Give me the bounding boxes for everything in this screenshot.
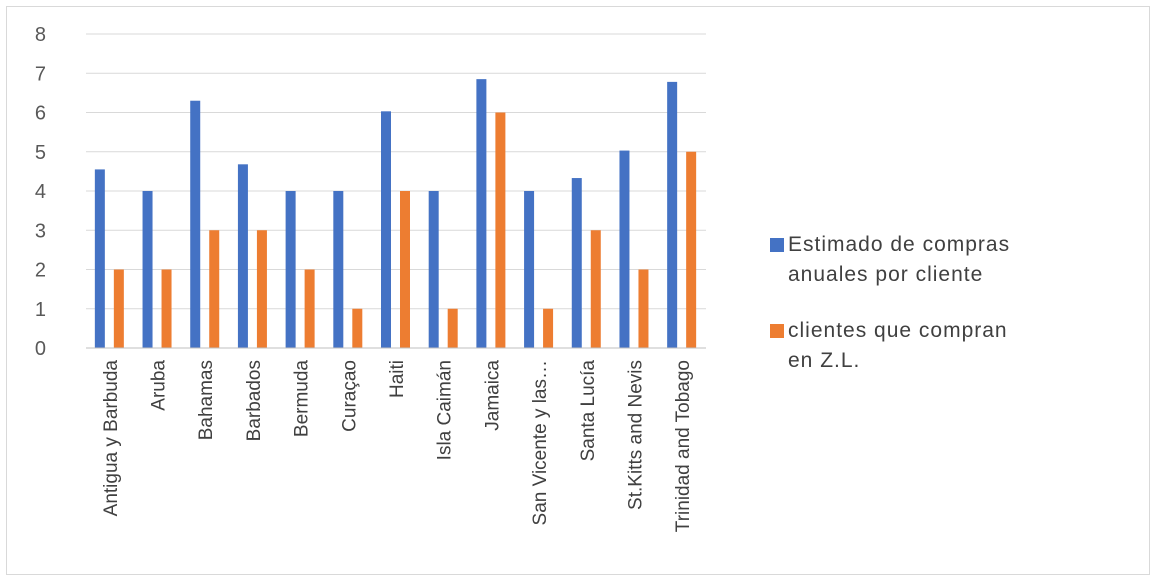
bar-clientes [113,269,124,348]
bar-clientes [400,191,410,348]
x-tick-label: Bermuda [292,360,313,438]
bar-clientes [209,230,220,348]
legend-item-estimado: Estimado de compras anuales por cliente [770,230,1130,290]
bar-estimado [190,100,201,348]
bar-clientes [352,308,363,348]
y-tick-label: 0 [35,338,46,360]
bar-clientes [638,269,649,348]
bar-estimado [381,111,391,348]
bar-estimado [428,191,439,348]
bar-estimado [285,191,296,348]
bar-estimado [524,191,535,348]
y-tick-label: 4 [35,181,46,203]
bar-estimado [571,178,582,348]
bar-clientes [304,269,315,348]
x-tick-label: San Vicente y las… [530,360,551,525]
x-tick-label: Jamaica [482,360,503,431]
legend-swatch-blue [770,238,784,252]
x-tick-label: Barbados [244,360,265,441]
bar-clientes [495,112,506,348]
bar-estimado [142,191,153,348]
x-tick-label: Antigua y Barbuda [101,360,122,517]
bar-estimado [237,164,248,348]
y-tick-label: 1 [35,299,46,321]
y-tick-label: 8 [35,24,46,46]
x-tick-label: Haiti [387,360,408,398]
legend-label-estimado: Estimado de compras anuales por cliente [788,233,1011,286]
x-tick-label: Curaçao [339,360,360,432]
y-tick-label: 6 [35,103,46,125]
chart-legend: Estimado de compras anuales por cliente c… [770,230,1130,402]
legend-item-clientes: clientes que compran en Z.L. [770,316,1130,376]
bar-clientes [256,230,267,348]
x-tick-label: Aruba [149,360,170,411]
bar-estimado [619,150,630,348]
y-tick-label: 2 [35,260,46,282]
bar-clientes [447,308,458,348]
bar-estimado [333,191,344,348]
x-tick-label: Bahamas [196,360,217,440]
bar-clientes [161,269,172,348]
bar-estimado [667,81,678,348]
x-tick-label: Isla Caimán [435,360,456,460]
y-tick-label: 5 [35,142,46,164]
y-tick-label: 7 [35,63,46,85]
x-tick-label: Santa Lucía [578,360,599,462]
bar-estimado [476,79,487,348]
x-tick-label: Trinidad and Tobago [673,360,694,532]
bar-clientes [590,230,601,348]
bar-estimado [94,169,105,348]
y-tick-label: 3 [35,220,46,242]
legend-label-clientes: clientes que compran en Z.L. [788,319,1008,372]
x-tick-label: St.Kitts and Nevis [625,360,646,510]
bar-clientes [543,308,554,348]
bar-clientes [686,151,697,348]
legend-swatch-orange [770,324,784,338]
